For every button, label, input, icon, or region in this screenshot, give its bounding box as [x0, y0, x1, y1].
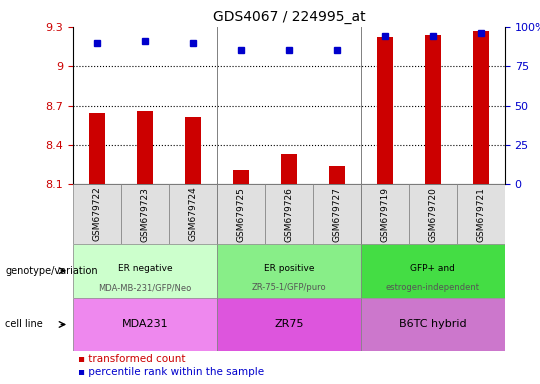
Bar [121, 184, 169, 244]
Text: B6TC hybrid: B6TC hybrid [399, 319, 467, 329]
Bar [185, 118, 201, 184]
Bar [217, 184, 265, 244]
Text: GFP+ and: GFP+ and [410, 263, 455, 273]
Bar [217, 244, 361, 298]
Text: estrogen-independent: estrogen-independent [386, 283, 480, 293]
Text: MDA-MB-231/GFP/Neo: MDA-MB-231/GFP/Neo [98, 283, 192, 293]
Bar [361, 298, 505, 351]
Text: ER positive: ER positive [264, 263, 314, 273]
Text: GSM679723: GSM679723 [140, 187, 150, 242]
Text: genotype/variation: genotype/variation [5, 266, 98, 276]
Bar [137, 111, 153, 184]
Bar [328, 166, 345, 184]
Bar [409, 184, 457, 244]
Text: MDA231: MDA231 [122, 319, 168, 329]
Bar [73, 184, 121, 244]
Bar [233, 170, 249, 184]
Text: ER negative: ER negative [118, 263, 172, 273]
Bar [265, 184, 313, 244]
Text: GSM679720: GSM679720 [428, 187, 437, 242]
Title: GDS4067 / 224995_at: GDS4067 / 224995_at [213, 10, 365, 25]
Bar [169, 184, 217, 244]
Bar [73, 244, 217, 298]
Text: ZR75: ZR75 [274, 319, 303, 329]
Text: GSM679724: GSM679724 [188, 187, 198, 242]
Text: ▪ percentile rank within the sample: ▪ percentile rank within the sample [78, 367, 265, 377]
Text: GSM679721: GSM679721 [476, 187, 485, 242]
Bar [280, 154, 298, 184]
Text: GSM679726: GSM679726 [285, 187, 293, 242]
Bar [73, 298, 217, 351]
Text: GSM679719: GSM679719 [380, 187, 389, 242]
Bar [89, 114, 105, 184]
Text: GSM679725: GSM679725 [237, 187, 245, 242]
Bar [457, 184, 505, 244]
Text: ▪ transformed count: ▪ transformed count [78, 354, 186, 364]
Bar [424, 35, 441, 184]
Bar [313, 184, 361, 244]
Bar [217, 298, 361, 351]
Text: cell line: cell line [5, 319, 43, 329]
Bar [361, 184, 409, 244]
Text: GSM679727: GSM679727 [333, 187, 341, 242]
Text: GSM679722: GSM679722 [92, 187, 102, 242]
Bar [376, 37, 393, 184]
Bar [472, 31, 489, 184]
Text: ZR-75-1/GFP/puro: ZR-75-1/GFP/puro [252, 283, 326, 293]
Bar [361, 244, 505, 298]
